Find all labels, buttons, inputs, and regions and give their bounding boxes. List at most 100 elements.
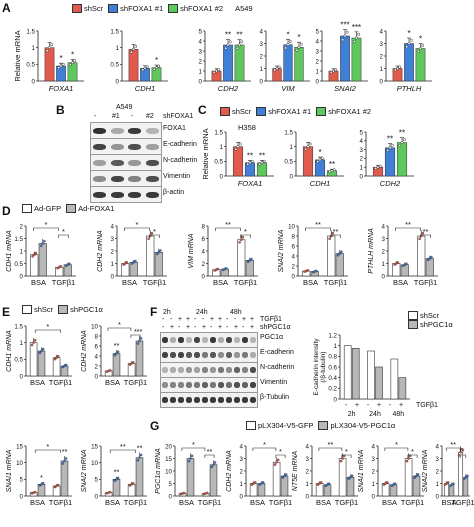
data-point — [59, 265, 63, 268]
y-tick-label: 1 — [111, 261, 115, 268]
y-tick-label: 1.5 — [284, 129, 293, 136]
data-point — [205, 491, 209, 495]
protein-band — [110, 175, 124, 182]
data-point — [223, 267, 227, 271]
significance-bracket — [130, 334, 141, 338]
bar — [121, 263, 130, 277]
bar — [154, 251, 163, 277]
data-point — [34, 251, 38, 255]
sign-label: + — [186, 316, 191, 323]
y-axis-label: SNAI2 mRNA — [278, 229, 285, 272]
data-point — [384, 482, 387, 485]
significance-label: * — [46, 322, 49, 331]
y-tick-label: 0 — [95, 373, 99, 380]
data-point — [55, 484, 58, 488]
sign-label: + — [377, 402, 381, 409]
data-point — [66, 263, 70, 267]
y-tick-label: 4 — [260, 28, 264, 35]
data-point — [221, 268, 225, 272]
y-tick-label: 3 — [260, 41, 264, 48]
blot-f-row — [160, 332, 258, 348]
data-point — [239, 238, 243, 242]
y-axis-label: CDH1 mRNA — [6, 330, 13, 372]
significance-label: * — [419, 35, 422, 44]
panel-c-cell-line: H358 — [238, 123, 256, 132]
data-point — [421, 44, 425, 48]
sign-label: - — [202, 316, 205, 323]
group-label: TGFβ1 — [198, 498, 221, 507]
data-point — [283, 474, 286, 478]
significance-label: *** — [352, 23, 361, 32]
group-label: TGFβ1 — [52, 278, 75, 287]
panel-c-legend: shScr shFOXA1 #1 shFOXA1 #2 — [220, 107, 371, 116]
blot-f-row — [160, 377, 258, 393]
data-point — [355, 36, 358, 40]
data-point — [41, 347, 45, 351]
data-point — [415, 474, 418, 478]
data-point — [457, 453, 461, 457]
y-tick-label: 0.2 — [328, 386, 337, 393]
sign-label: - — [162, 324, 165, 331]
y-tick-label: 10 — [91, 460, 98, 467]
significance-label: * — [263, 440, 266, 449]
data-point — [33, 339, 37, 342]
y-tick-label: 1 — [380, 66, 384, 73]
time-label: 24h — [369, 411, 381, 418]
significance-bracket — [240, 234, 251, 238]
data-point — [329, 234, 333, 238]
data-point — [48, 46, 51, 50]
data-point — [246, 162, 250, 166]
data-point — [107, 369, 110, 373]
protein-band — [145, 159, 159, 166]
y-tick-label: 2 — [260, 53, 264, 60]
data-point — [328, 170, 332, 174]
protein-band — [233, 397, 241, 404]
group-label: TGFβ1 — [324, 278, 347, 287]
significance-label: * — [155, 56, 158, 65]
bar — [463, 476, 469, 497]
legend-label: shPGC1α — [70, 305, 103, 314]
data-point — [68, 63, 72, 67]
data-point — [64, 264, 68, 268]
significance-label: ** — [207, 447, 213, 456]
significance-label: * — [286, 30, 289, 39]
data-point — [405, 45, 409, 49]
protein-band — [209, 397, 217, 404]
data-point — [224, 46, 228, 50]
data-point — [318, 482, 321, 485]
data-point — [45, 49, 49, 53]
group-label: BSA — [393, 278, 408, 287]
data-point — [426, 258, 430, 262]
significance-label: ** — [236, 31, 242, 40]
significance-label: ** — [399, 129, 405, 138]
sign-label: + — [186, 324, 191, 331]
protein-band — [217, 367, 225, 374]
protein-band — [185, 352, 193, 359]
data-point — [295, 48, 299, 52]
significance-bracket — [407, 454, 418, 458]
data-point — [332, 168, 336, 172]
protein-band — [161, 367, 169, 374]
y-tick-label: 1 — [316, 68, 320, 75]
y-tick-label: 0 — [20, 273, 24, 280]
bar — [384, 147, 396, 177]
bar — [223, 44, 233, 82]
y-tick-label: 1 — [436, 481, 440, 488]
protein-band — [241, 367, 249, 374]
data-point — [319, 481, 323, 484]
protein-band — [249, 397, 257, 404]
band-label: N-cadherin — [260, 364, 295, 371]
data-point — [446, 481, 450, 484]
data-point — [202, 492, 206, 496]
panel-label-b: B — [56, 103, 65, 117]
significance-bracket — [330, 234, 341, 238]
y-tick-label: 2 — [240, 468, 244, 475]
data-point — [260, 482, 263, 485]
data-point — [250, 159, 254, 163]
data-point — [382, 483, 386, 486]
y-tick-label: 4 — [382, 223, 386, 230]
significance-bracket — [204, 454, 215, 458]
data-point — [216, 267, 220, 271]
data-point — [134, 45, 138, 48]
bar — [44, 47, 55, 82]
